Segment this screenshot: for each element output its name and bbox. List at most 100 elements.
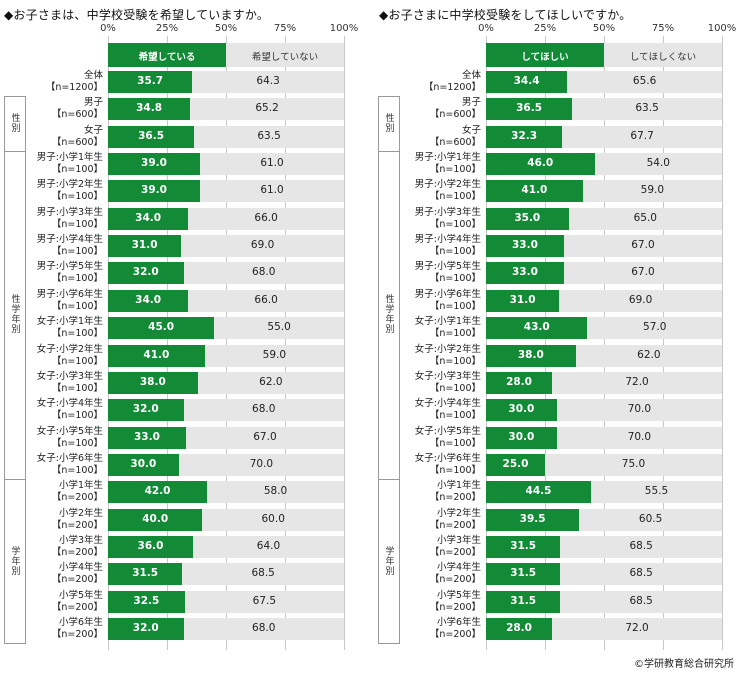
category-n: 【n=100】 [429, 464, 481, 476]
x-tick-label: 50% [214, 23, 238, 34]
category-name: 男子:小学5年生 [414, 261, 481, 273]
category-name: 小学4年生 [436, 562, 481, 574]
x-tick-label: 25% [533, 23, 557, 34]
bar-segment-a [108, 481, 208, 504]
x-tick-label: 100% [707, 23, 737, 34]
category-name: 女子:小学2年生 [414, 343, 481, 355]
value-label-a: 30.0 [508, 403, 535, 416]
bar-segment-a [486, 98, 573, 121]
category-label: 男子:小学5年生 【n=100】 [37, 261, 103, 285]
category-label: 小学2年生 【n=200】 [52, 508, 103, 532]
category-label: 男子:小学3年生 【n=100】 [37, 207, 103, 231]
category-name: 小学6年生 [58, 617, 103, 628]
bar-segment-a [108, 344, 205, 367]
value-label-b: 68.0 [252, 403, 276, 416]
legend-label-a: してほしい [521, 52, 569, 63]
category-name: 男子:小学6年生 [36, 288, 103, 300]
x-tick-label: 50% [592, 23, 616, 34]
value-label-a: 45.0 [148, 321, 175, 334]
value-label-a: 31.5 [132, 567, 159, 580]
credit-text: ©学研教育総合研究所 [634, 659, 734, 670]
category-label: 小学3年生 【n=200】 [430, 535, 481, 559]
category-label: 小学4年生 【n=200】 [52, 562, 103, 586]
category-name: 女子:小学6年生 [414, 452, 481, 464]
value-label-a: 44.5 [525, 485, 552, 498]
category-n: 【n=100】 [429, 328, 481, 340]
bar-segment-a [486, 371, 553, 394]
category-label: 小学1年生 【n=200】 [430, 480, 481, 504]
category-name: 女子:小学2年生 [36, 343, 103, 355]
category-name: 男子:小学1年生 [36, 152, 103, 164]
bar-segment-a [486, 262, 564, 285]
category-label: 全体 【n=1200】 [46, 70, 103, 94]
value-label-a: 32.0 [132, 266, 159, 279]
category-n: 【n=200】 [429, 492, 481, 504]
group-label: 学年別 [383, 545, 394, 576]
value-label-a: 28.0 [506, 622, 532, 634]
category-name: 男子 [83, 97, 103, 109]
gridline [167, 36, 168, 650]
category-label: 小学2年生 【n=200】 [430, 508, 481, 532]
value-label-a: 31.0 [131, 239, 158, 252]
value-label-a: 34.0 [135, 293, 162, 306]
category-name: 女子 [83, 124, 103, 136]
bar-segment-a [486, 481, 592, 504]
category-label: 男子:小学4年生 【n=100】 [415, 234, 481, 258]
value-label-b: 57.0 [643, 321, 667, 334]
category-n: 【n=200】 [51, 546, 103, 558]
group-label: 学年別 [9, 545, 20, 576]
value-label-a: 33.0 [133, 430, 160, 443]
category-n: 【n=100】 [429, 410, 481, 422]
bar-segment-a [108, 618, 184, 640]
category-n: 【n=100】 [51, 328, 103, 340]
gridline [663, 36, 664, 650]
value-label-b: 55.5 [644, 485, 669, 498]
x-tick-label: 75% [273, 23, 297, 34]
value-label-b: 67.0 [631, 239, 655, 252]
category-n: 【n=100】 [51, 164, 103, 176]
category-label: 小学3年生 【n=200】 [52, 535, 103, 559]
category-n: 【n=100】 [51, 246, 103, 258]
value-label-a: 31.0 [509, 293, 536, 306]
bar-segment-a [108, 125, 195, 148]
category-name: 小学1年生 [58, 480, 103, 492]
bar-segment-a [486, 508, 580, 531]
category-n: 【n=100】 [429, 218, 481, 230]
category-label: 女子:小学5年生 【n=100】 [37, 426, 103, 450]
value-label-b: 59.0 [640, 184, 665, 197]
value-label-b: 55.0 [267, 321, 291, 334]
value-label-b: 70.0 [627, 430, 652, 443]
bar-segment-a [486, 235, 564, 258]
category-n: 【n=600】 [429, 109, 481, 121]
category-n: 【n=200】 [51, 629, 103, 640]
chart-title: ◆お子さまは、中学校受験を希望していますか。 [4, 8, 270, 22]
category-name: 小学2年生 [58, 507, 103, 519]
category-label: 男子:小学2年生 【n=100】 [37, 179, 103, 203]
bar-segment-a [486, 618, 553, 640]
gridline [604, 36, 605, 650]
category-label: 小学5年生 【n=200】 [430, 590, 481, 614]
value-label-b: 72.0 [625, 375, 649, 388]
value-label-a: 32.5 [133, 594, 160, 607]
x-tick-label: 25% [155, 23, 179, 34]
bar-segment-a [486, 563, 561, 586]
category-n: 【n=200】 [429, 574, 481, 586]
value-label-b: 63.5 [257, 129, 281, 142]
bar-segment-a [108, 98, 191, 121]
category-n: 【n=100】 [51, 382, 103, 394]
category-n: 【n=200】 [51, 519, 103, 531]
value-label-a: 38.0 [139, 375, 166, 388]
category-n: 【n=100】 [51, 410, 103, 422]
category-label: 女子:小学4年生 【n=100】 [37, 398, 103, 422]
category-label: 小学1年生 【n=200】 [52, 480, 103, 504]
category-name: 小学2年生 [436, 507, 481, 519]
category-n: 【n=200】 [51, 574, 103, 586]
x-tick-label: 0% [478, 23, 494, 34]
category-name: 女子 [461, 124, 481, 136]
category-name: 女子:小学4年生 [414, 398, 481, 410]
legend-label-a: 希望している [138, 52, 196, 63]
bar-segment-a [486, 344, 576, 367]
category-n: 【n=100】 [51, 300, 103, 312]
x-tick-label: 0% [100, 23, 116, 34]
value-label-a: 46.0 [527, 157, 554, 170]
